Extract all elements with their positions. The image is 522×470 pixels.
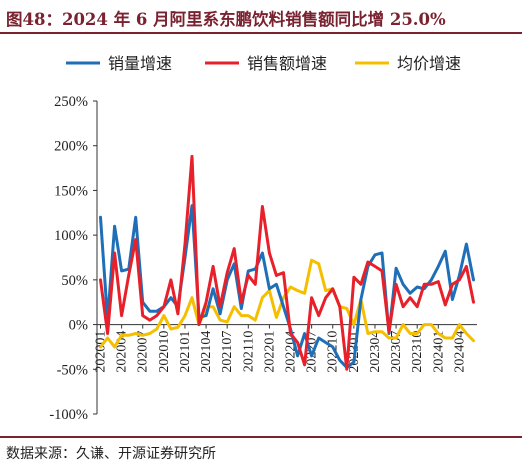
title-bar: 图48：2024 年 6 月阿里系东鹏饮料销售额同比增 25.0% xyxy=(0,0,522,34)
x-tick-label: 202110 xyxy=(241,331,256,372)
x-tick-label: 202401 xyxy=(431,331,446,373)
legend-label-2: 均价增速 xyxy=(397,54,461,73)
x-tick-label: 202304 xyxy=(368,331,383,373)
x-tick-label: 202201 xyxy=(262,331,277,373)
x-tick-label: 202210 xyxy=(326,331,341,373)
legend-label-1: 销售额增速 xyxy=(247,54,327,73)
x-tick-label: 202001 xyxy=(94,331,109,373)
y-tick-label: 200% xyxy=(54,139,88,155)
chart-title: 图48：2024 年 6 月阿里系东鹏饮料销售额同比增 25.0% xyxy=(6,10,446,29)
y-tick-label: -50% xyxy=(57,362,88,378)
x-tick-label: 202104 xyxy=(199,331,214,373)
x-tick-label: 202404 xyxy=(452,331,467,373)
x-tick-label: 202010 xyxy=(157,331,172,373)
legend-label-0: 销量增速 xyxy=(108,54,172,73)
x-tick-label: 202101 xyxy=(178,331,193,373)
y-tick-label: 100% xyxy=(54,228,88,244)
y-tick-label: -100% xyxy=(49,407,88,423)
line-chart: -100% -50% 0% 50% 100% 150% 200% 250% 202001 2020… xyxy=(49,54,477,423)
x-tick-label: 202310 xyxy=(410,331,425,373)
series-line-1 xyxy=(99,154,475,371)
x-tick-label: 202307 xyxy=(389,331,404,373)
y-tick-label: 250% xyxy=(54,94,88,110)
x-tick-label: 202107 xyxy=(220,331,235,373)
y-tick-label: 0% xyxy=(69,318,88,334)
source-note: 数据来源：久谦、开源证券研究所 xyxy=(6,446,216,462)
y-tick-label: 50% xyxy=(61,273,88,289)
x-tick-label: 202007 xyxy=(136,331,151,373)
footer-divider xyxy=(0,436,522,438)
y-tick-label: 150% xyxy=(54,183,88,199)
